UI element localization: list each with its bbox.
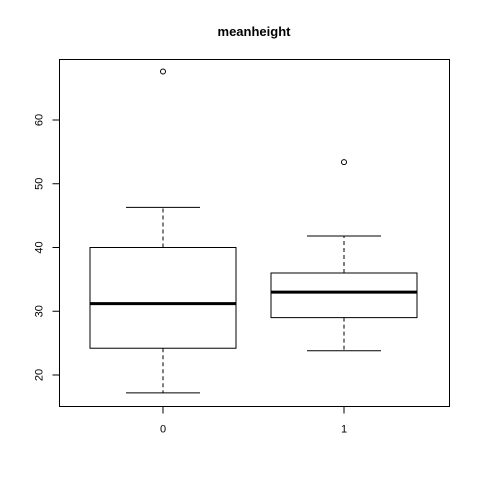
iqr-box <box>89 247 237 349</box>
box-group-1 <box>270 159 418 352</box>
x-tick-label: 1 <box>341 424 347 436</box>
y-tick-label: 60 <box>34 114 46 126</box>
y-tick-label: 50 <box>34 178 46 190</box>
y-tick-label: 30 <box>34 305 46 317</box>
y-tick-label: 20 <box>34 369 46 381</box>
boxes <box>89 68 418 394</box>
x-tick-label: 0 <box>160 424 166 436</box>
box-group-0 <box>89 68 237 394</box>
chart-title: meanheight <box>218 24 292 39</box>
outlier-point <box>160 68 166 75</box>
y-tick-label: 40 <box>34 241 46 253</box>
outlier-point <box>341 159 347 166</box>
plot-frame <box>59 59 450 407</box>
y-axis: 20 30 40 50 60 <box>34 114 60 381</box>
iqr-box <box>270 272 418 319</box>
